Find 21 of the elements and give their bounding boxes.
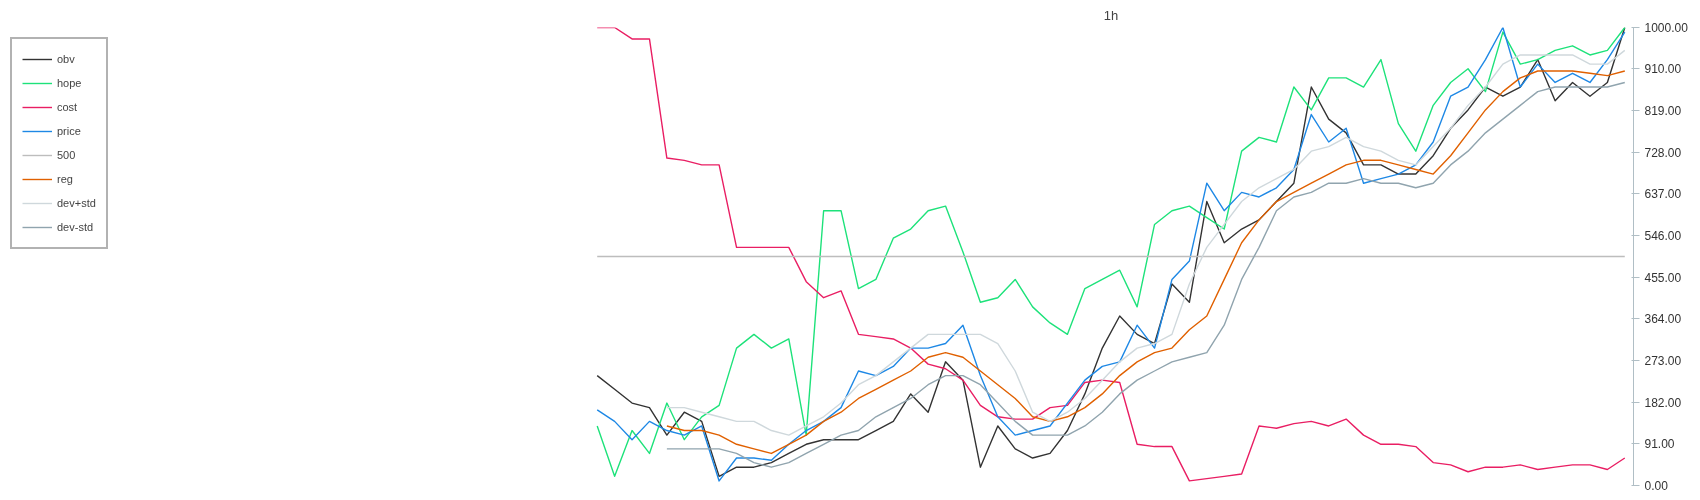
y-tick-label: 819.00 — [1644, 103, 1682, 118]
legend-label: obv — [57, 53, 76, 65]
y-tick-label: 637.00 — [1644, 187, 1682, 202]
y-tick-label: 546.00 — [1644, 228, 1682, 243]
y-tick-label: 182.00 — [1644, 395, 1682, 410]
legend-label: price — [57, 125, 81, 137]
y-tick-label: 455.00 — [1644, 270, 1682, 285]
legend-label: 500 — [57, 149, 77, 161]
legend-label: dev+std — [57, 197, 96, 209]
legend-label: hope — [57, 77, 82, 89]
chart-title: 1h — [1103, 7, 1119, 23]
y-tick-label: 1000.00 — [1644, 21, 1689, 35]
y-tick-label: 910.00 — [1644, 62, 1682, 77]
y-tick-label: 273.00 — [1644, 353, 1682, 368]
legend-label: cost — [57, 101, 78, 113]
y-tick-label: 91.00 — [1644, 437, 1675, 452]
legend-label: reg — [57, 173, 74, 185]
y-tick-label: 364.00 — [1644, 312, 1682, 327]
y-tick-label: 728.00 — [1644, 145, 1682, 160]
legend-label: dev-std — [57, 221, 94, 233]
y-tick-label: 0.00 — [1644, 479, 1669, 493]
